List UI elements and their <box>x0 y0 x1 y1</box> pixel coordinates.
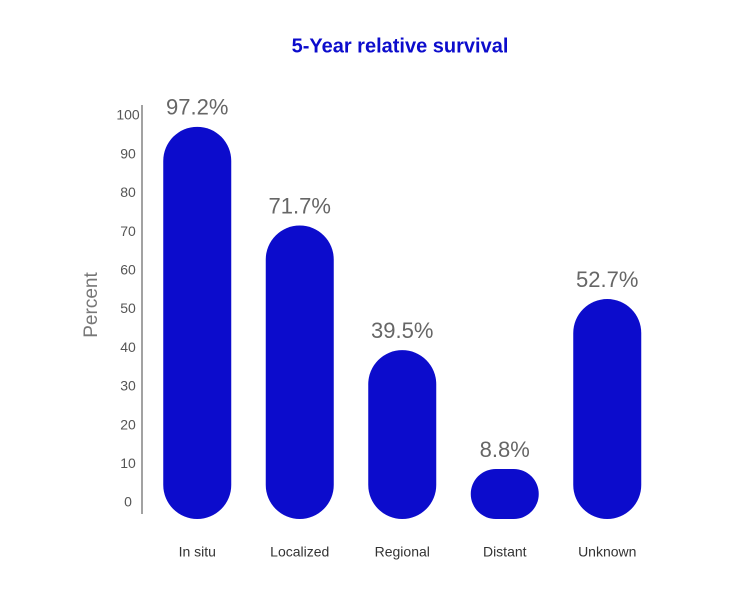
bar <box>163 126 232 519</box>
bar <box>470 468 539 519</box>
x-tick-label: Regional <box>375 544 430 560</box>
y-tick-label: 20 <box>120 416 136 432</box>
y-tick-label: 40 <box>120 339 136 355</box>
y-tick-label: 60 <box>120 262 136 278</box>
y-tick-label: 0 <box>124 494 132 510</box>
y-tick-label: 80 <box>120 184 136 200</box>
bar <box>265 225 334 519</box>
x-tick-label: In situ <box>179 544 216 560</box>
y-axis-label: Percent <box>81 272 102 338</box>
value-label: 52.7% <box>576 267 638 292</box>
x-tick-label: Unknown <box>578 544 636 560</box>
x-tick-label: Localized <box>270 544 329 560</box>
x-tick-label: Distant <box>483 544 527 560</box>
y-tick-label: 10 <box>120 455 136 471</box>
bar <box>368 350 437 519</box>
value-label: 8.8% <box>480 437 530 462</box>
y-tick-label: 30 <box>120 378 136 394</box>
y-tick-label: 90 <box>120 145 136 161</box>
y-tick-label: 50 <box>120 300 136 316</box>
value-label: 39.5% <box>371 318 433 343</box>
value-label: 97.2% <box>166 95 228 120</box>
chart-title: 5-Year relative survival <box>292 35 509 57</box>
y-tick-label: 100 <box>116 107 140 123</box>
value-label: 71.7% <box>269 193 331 218</box>
y-tick-label: 70 <box>120 223 136 239</box>
bar <box>573 299 642 519</box>
